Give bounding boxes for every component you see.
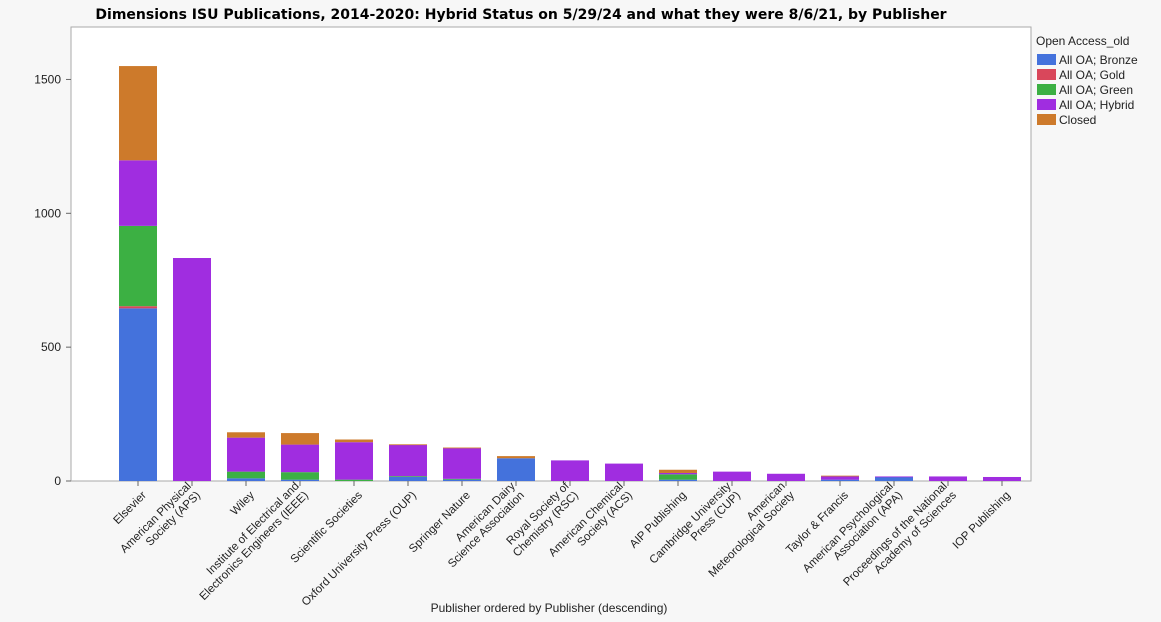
- bar-segment: [497, 458, 535, 481]
- y-tick-label: 1000: [34, 206, 61, 220]
- bar-segment: [659, 479, 697, 481]
- bar-segment: [497, 456, 535, 459]
- x-tick-label: IOP Publishing: [951, 489, 1013, 551]
- bar-segment: [389, 476, 427, 481]
- bar-segment: [281, 479, 319, 481]
- bars: [119, 66, 1021, 481]
- chart-title: Dimensions ISU Publications, 2014-2020: …: [95, 7, 946, 23]
- bar-segment: [443, 479, 481, 481]
- bar-segment: [821, 475, 859, 477]
- legend-item-label: All OA; Gold: [1059, 68, 1125, 82]
- bar-segment: [227, 437, 265, 472]
- x-tick-label: Oxford University Press (OUP): [300, 489, 419, 608]
- y-axis: 0 500 1000 1500: [34, 72, 71, 488]
- legend-item-label: Closed: [1059, 113, 1096, 127]
- bar-segment: [821, 476, 859, 480]
- legend-swatch: [1037, 54, 1056, 65]
- x-tick-label-line: IOP Publishing: [951, 489, 1013, 551]
- bar-segment: [119, 66, 157, 161]
- legend-title: Open Access_old: [1036, 34, 1129, 48]
- bar-segment: [443, 448, 481, 479]
- bar-segment: [713, 471, 751, 481]
- legend-item-label: All OA; Bronze: [1059, 53, 1138, 67]
- bar-segment: [875, 476, 913, 478]
- bar-segment: [227, 478, 265, 481]
- bar-segment: [551, 460, 589, 481]
- bar-segment: [605, 463, 643, 481]
- bar-segment: [983, 476, 1021, 481]
- bar-segment: [443, 478, 481, 480]
- x-tick-label: Wiley: [229, 489, 258, 518]
- x-tick-label: American PhysicalSociety (APS): [118, 480, 203, 565]
- bar-segment: [281, 472, 319, 480]
- plot-area: [70, 26, 1032, 482]
- legend-swatch: [1037, 114, 1056, 125]
- x-axis-title: Publisher ordered by Publisher (descendi…: [431, 601, 668, 615]
- x-tick-label-line: Wiley: [229, 489, 258, 518]
- bar-segment: [875, 476, 913, 481]
- x-tick-label-line: Electronics Engineers (IEEE): [198, 489, 311, 602]
- bar-segment: [281, 433, 319, 445]
- legend-item-label: All OA; Green: [1059, 83, 1133, 97]
- legend-swatch: [1037, 69, 1056, 80]
- bar-segment: [173, 258, 211, 481]
- bar-segment: [335, 442, 373, 480]
- bar-segment: [227, 471, 265, 479]
- bar-segment: [227, 432, 265, 438]
- bar-segment: [443, 447, 481, 449]
- y-tick-label: 500: [41, 340, 61, 354]
- bar-segment: [821, 479, 859, 481]
- bar-segment: [389, 444, 427, 477]
- bar-segment: [929, 476, 967, 481]
- bar-segment: [767, 473, 805, 481]
- legend-swatch: [1037, 84, 1056, 95]
- bar-segment: [119, 160, 157, 226]
- x-tick-label-line: Oxford University Press (OUP): [300, 489, 419, 608]
- bar-segment: [119, 225, 157, 307]
- legend-swatch: [1037, 99, 1056, 110]
- legend-item-label: All OA; Hybrid: [1059, 98, 1134, 112]
- bar-segment: [119, 306, 157, 309]
- y-tick-label: 1500: [34, 72, 61, 86]
- bar-segment: [389, 476, 427, 477]
- bar-segment: [659, 472, 697, 475]
- bar-segment: [335, 479, 373, 481]
- bar-segment: [389, 444, 427, 446]
- bar-segment: [659, 474, 697, 480]
- bar-segment: [281, 444, 319, 473]
- plot-frame: [70, 26, 1032, 482]
- bar-segment: [119, 308, 157, 481]
- bar-segment: [659, 469, 697, 473]
- y-tick-label: 0: [54, 474, 61, 488]
- bar-segment: [335, 439, 373, 443]
- x-tick-label: American DairyScience Association: [437, 480, 527, 570]
